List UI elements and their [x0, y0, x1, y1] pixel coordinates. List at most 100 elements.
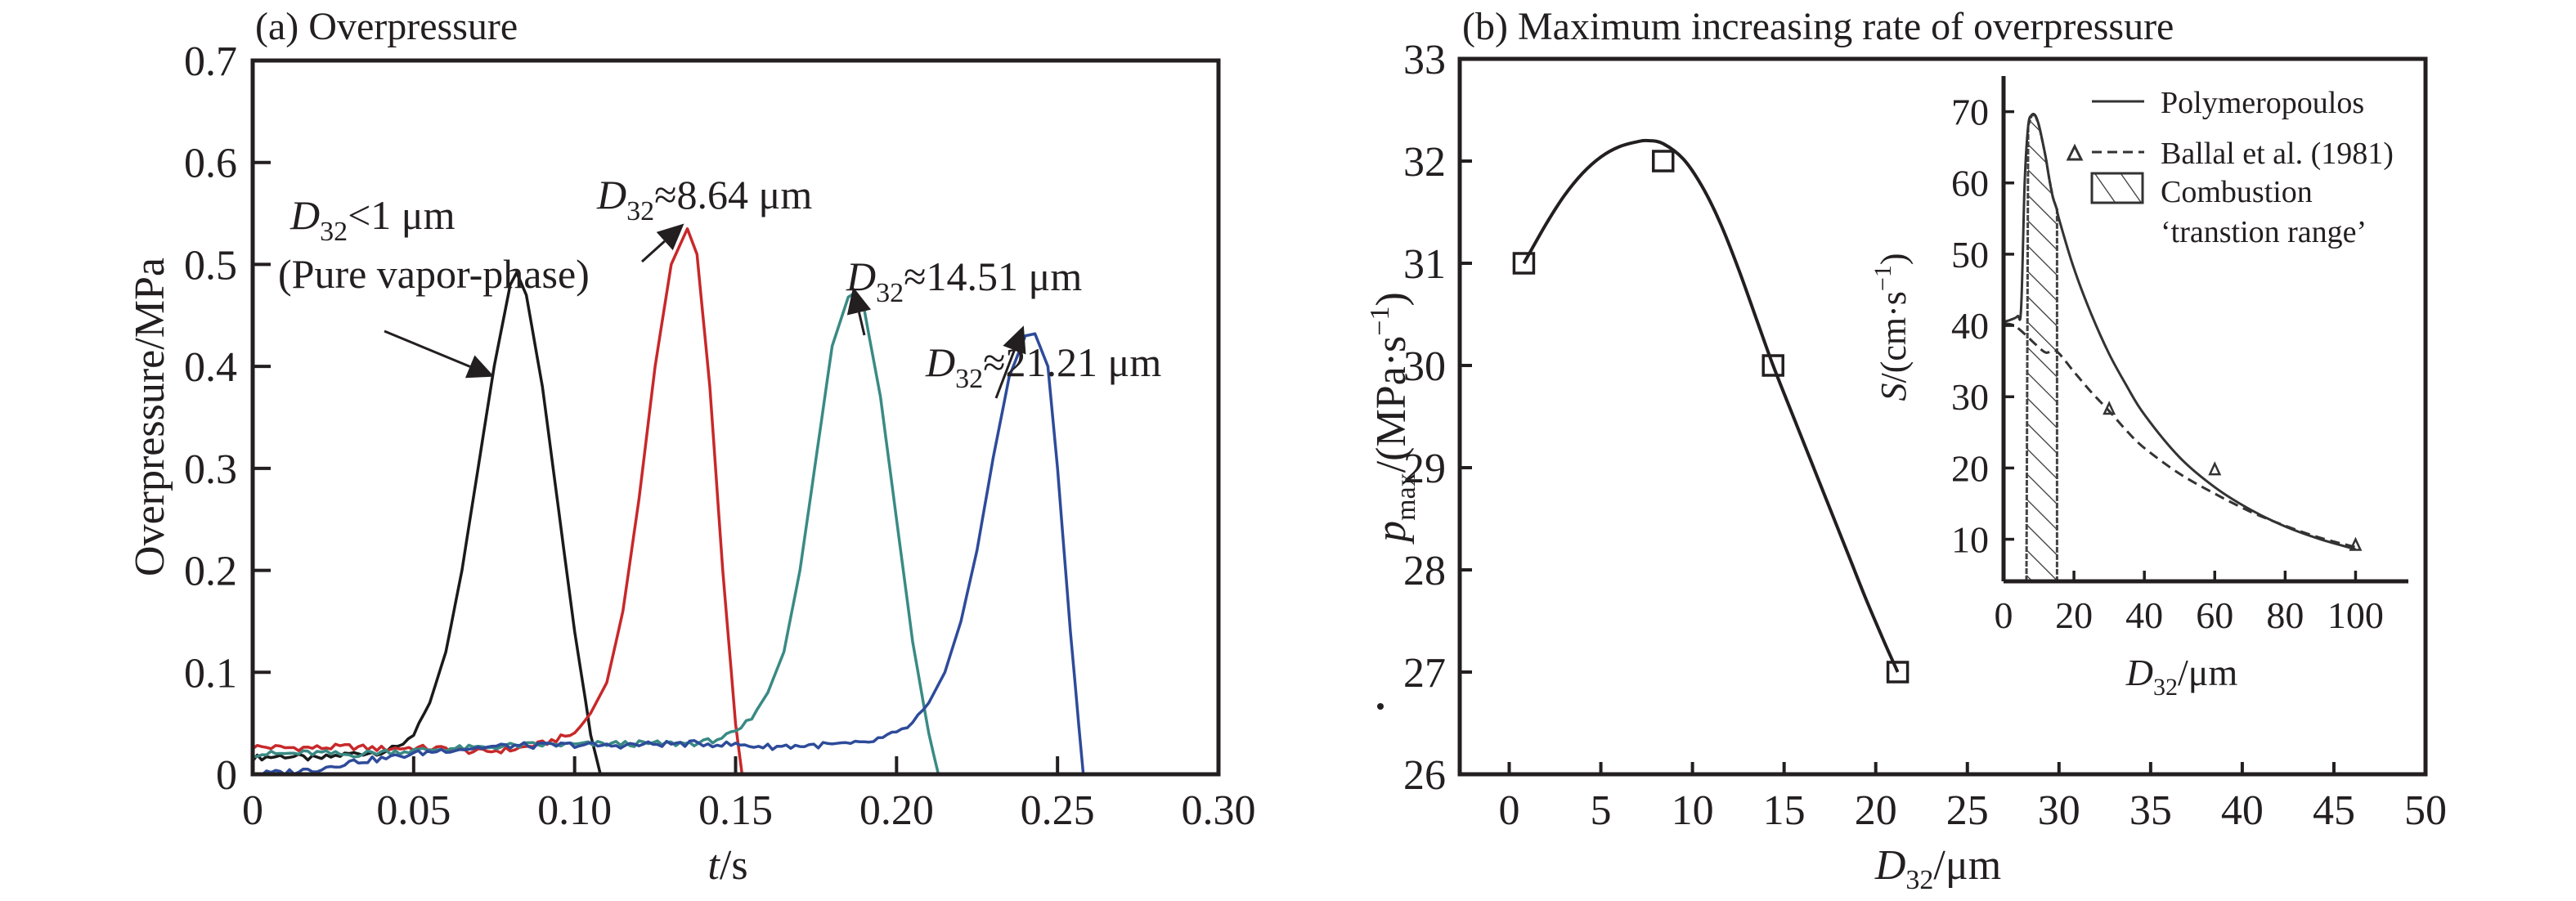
- series-line-4: [253, 332, 1085, 774]
- y-tick-label: 0.7: [184, 38, 237, 85]
- inset-y-tick-label: 20: [1951, 447, 1989, 489]
- annotation-value: <1 μm: [348, 192, 456, 238]
- inset-y-label-sup: −1: [1869, 265, 1896, 291]
- annotation-subscript: 32: [955, 364, 983, 394]
- panel-b-axes-frame: [1457, 56, 2428, 777]
- inset-y-tick-label: 30: [1951, 376, 1989, 418]
- y-tick-label: 26: [1403, 752, 1446, 799]
- panel-b-x-label-symbol: D: [1874, 842, 1906, 889]
- panel-b-y-label-close: ): [1368, 292, 1415, 306]
- series-line-2: [253, 227, 744, 774]
- annotation-arrow-line: [384, 329, 471, 368]
- annotation-symbol: D: [846, 253, 876, 299]
- x-tick-label: 10: [1672, 787, 1714, 834]
- inset-x-label-sub: 32: [2153, 674, 2178, 701]
- panel-a-axes-frame: [250, 58, 1221, 777]
- inset-y-label-symbol: S: [1874, 383, 1914, 401]
- annotation-label-line2: (Pure vapor-phase): [278, 251, 590, 297]
- y-tick-label: 0: [216, 752, 237, 799]
- inset-x-tick-label: 40: [2125, 594, 2163, 636]
- panel-a-annotations: D32<1 μm(Pure vapor-phase)D32≈8.64 μmD32…: [278, 172, 1161, 399]
- panel-b-x-label-sub: 32: [1905, 865, 1933, 895]
- y-tick-label: 28: [1403, 548, 1446, 594]
- x-tick-label: 0.15: [698, 787, 773, 834]
- inset-triangle-marker-icon: [2208, 461, 2222, 476]
- inset-x-label: D32/μm: [2125, 652, 2238, 701]
- inset-x-tick-label: 100: [2327, 594, 2384, 636]
- inset-triangle-marker-icon: [2103, 401, 2116, 415]
- y-tick-label: 0.6: [184, 141, 237, 187]
- x-tick-label: 5: [1591, 787, 1612, 834]
- legend-label-polymeropoulos: Polymeropoulos: [2161, 86, 2364, 120]
- inset-series: [2004, 112, 2356, 551]
- inset-y-tick-label: 50: [1951, 234, 1989, 276]
- inset-y-label-close: ): [1874, 253, 1914, 266]
- panel-b-y-ticks: 26 27 28 29 30 31 32 33: [1403, 37, 1472, 799]
- panel-a-x-label-unit: /s: [720, 842, 748, 889]
- panel-b-y-label-sup: −1: [1365, 307, 1395, 336]
- data-marker-square: [1651, 150, 1675, 173]
- x-tick-label: 0: [1499, 787, 1520, 834]
- annotation-subscript: 32: [320, 217, 348, 247]
- y-tick-label: 0.1: [184, 650, 237, 697]
- inset-y-label-unit: /(cm·s: [1874, 291, 1914, 383]
- panel-b-y-label-symbol: p: [1368, 521, 1415, 545]
- inset-triangle-marker-icon: [2349, 536, 2363, 551]
- inset-x-tick-label: 20: [2055, 594, 2093, 636]
- data-marker-square: [1512, 252, 1536, 275]
- annotation-arrow-head-icon: [656, 223, 684, 251]
- annotation-label-4: D32≈21.21 μm: [925, 339, 1161, 394]
- inset-x-label-unit: /μm: [2178, 652, 2237, 693]
- panel-a: (a) Overpressure 00.10.20.30.40.50.60.7 …: [127, 5, 1256, 889]
- panel-b-y-label-dot: [1377, 703, 1384, 710]
- legend-label-combustion: Combustion: [2161, 175, 2313, 209]
- series-line-1: [253, 271, 602, 774]
- annotation-arrow-line: [640, 240, 666, 263]
- y-tick-label: 30: [1403, 343, 1446, 390]
- annotation-arrow-head-icon: [846, 286, 872, 316]
- inset-x-tick-label: 80: [2266, 594, 2304, 636]
- inset-x-tick-label: 60: [2196, 594, 2233, 636]
- legend-label-ballal: Ballal et al. (1981): [2161, 137, 2394, 171]
- inset-y-label: S/(cm·s−1): [1869, 253, 1914, 401]
- panel-a-y-label: Overpressure/MPa: [127, 258, 173, 576]
- x-tick-label: 45: [2313, 787, 2355, 834]
- annotation-subscript: 32: [626, 196, 654, 226]
- x-tick-label: 0: [242, 787, 263, 834]
- annotation-label-2: D32≈8.64 μm: [596, 172, 812, 226]
- annotation-arrow-line: [994, 349, 1016, 399]
- x-tick-label: 25: [1946, 787, 1989, 834]
- panel-b-y-label-unit: /(MPa·s: [1368, 336, 1415, 473]
- panel-b: (b) Maximum increasing rate of overpress…: [1365, 5, 2447, 895]
- data-marker-square: [1886, 661, 1910, 684]
- annotation-value: ≈14.51 μm: [904, 253, 1082, 299]
- legend-label-transition-range: ‘transtion range’: [2161, 215, 2367, 249]
- inset-x-label-symbol: D: [2125, 652, 2153, 693]
- x-tick-label: 30: [2038, 787, 2080, 834]
- inset-polymeropoulos-line: [2004, 112, 2356, 551]
- x-tick-label: 0.05: [376, 787, 451, 834]
- inset-x-ticks: 0 20 40 60 80 100: [1995, 571, 2384, 636]
- annotation-subscript: 32: [876, 278, 904, 308]
- inset-y-tick-label: 10: [1951, 519, 1989, 561]
- data-marker-square: [1761, 354, 1784, 377]
- panel-b-x-label: D32/μm: [1874, 842, 2001, 895]
- annotation-value: ≈8.64 μm: [654, 172, 812, 217]
- panel-a-y-ticks: 0 0.1 0.2 0.3 0.4 0.5 0.6 0.7: [184, 38, 271, 799]
- inset-y-tick-label: 40: [1951, 305, 1989, 347]
- y-tick-label: 32: [1403, 139, 1446, 186]
- x-tick-label: 35: [2129, 787, 2172, 834]
- x-tick-label: 50: [2404, 787, 2447, 834]
- y-tick-label: 0.2: [184, 549, 237, 595]
- inset-x-tick-label: 0: [1995, 594, 2013, 636]
- x-tick-label: 0.30: [1182, 787, 1256, 834]
- y-tick-label: 29: [1403, 446, 1446, 492]
- series-line-3: [253, 291, 940, 774]
- legend-hatch-box-icon: [2090, 172, 2144, 204]
- inset-ballal-points: [2103, 401, 2363, 551]
- panel-a-series: [253, 227, 1085, 774]
- panel-b-markers: [1512, 150, 1910, 684]
- inset-transition-range: [2025, 114, 2058, 583]
- y-tick-label: 27: [1403, 650, 1446, 697]
